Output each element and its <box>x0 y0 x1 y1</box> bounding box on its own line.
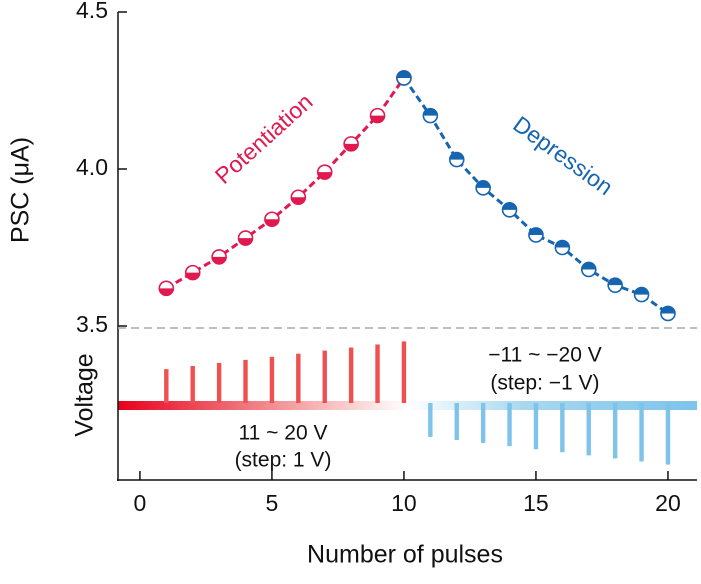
voltage-pulse <box>639 403 644 462</box>
marker-part <box>264 219 279 227</box>
marker <box>290 189 307 206</box>
voltage-pulse <box>401 341 407 403</box>
marker <box>316 164 333 180</box>
marker-part <box>344 143 359 151</box>
marker <box>158 280 175 297</box>
marker-part <box>581 262 596 270</box>
voltage-pulse <box>507 403 512 447</box>
marker <box>422 107 439 124</box>
annotation: −11 ~ −20 V <box>488 344 601 367</box>
y-tick-label: 4.0 <box>76 154 108 180</box>
y-tick-label: 4.5 <box>76 0 108 23</box>
marker-part <box>660 306 675 314</box>
annotation: (step: 1 V) <box>235 449 332 472</box>
voltage-baseline <box>118 401 697 410</box>
voltage-pulse <box>454 403 459 440</box>
voltage-pulse <box>348 347 354 403</box>
series-line <box>402 77 669 315</box>
x-tick-label: 0 <box>134 490 147 516</box>
marker-part <box>291 197 306 205</box>
marker-part <box>423 108 438 116</box>
marker <box>660 305 676 322</box>
marker <box>607 277 623 293</box>
x-tick-label: 20 <box>655 490 681 516</box>
marker-part <box>212 256 227 264</box>
annotation: 11 ~ 20 V <box>239 422 328 445</box>
voltage-pulse <box>480 403 486 444</box>
voltage-pulse <box>216 362 222 403</box>
voltage-pulse <box>586 403 591 456</box>
marker <box>580 261 597 278</box>
voltage-pulse <box>612 403 618 459</box>
voltage-pulse <box>164 369 169 403</box>
marker-part <box>396 70 411 78</box>
voltage-pulse <box>296 353 301 403</box>
marker <box>343 136 359 152</box>
marker-part <box>502 202 517 210</box>
x-tick-label: 10 <box>391 490 417 516</box>
marker-part <box>528 227 543 235</box>
marker <box>184 264 201 281</box>
voltage-pulse <box>428 403 433 437</box>
x-tick-label: 5 <box>266 490 279 516</box>
marker-part <box>317 172 332 180</box>
marker-part <box>608 278 623 286</box>
marker <box>528 227 544 243</box>
series-label: Depression <box>508 111 617 200</box>
marker-part <box>370 115 385 123</box>
marker-part <box>238 238 253 246</box>
marker <box>396 70 412 86</box>
x-axis-label: Number of pulses <box>307 541 503 569</box>
voltage-pulse <box>322 350 327 403</box>
marker <box>369 107 386 124</box>
voltage-pulse <box>665 403 671 465</box>
marker <box>211 249 227 265</box>
y-axis-label: PSC (μA) <box>7 137 35 243</box>
series-line <box>165 77 406 290</box>
voltage-pulse <box>533 403 539 450</box>
y-tick-label: 3.5 <box>76 311 108 337</box>
marker-part <box>185 272 200 280</box>
voltage-pulse <box>269 356 275 403</box>
marker <box>264 211 280 228</box>
marker <box>475 180 491 196</box>
marker <box>554 239 571 256</box>
marker-part <box>476 180 491 188</box>
voltage-pulse <box>243 359 248 403</box>
marker-part <box>449 152 464 160</box>
voltage-pulse <box>375 344 380 403</box>
marker <box>633 286 650 303</box>
voltage-label: Voltage <box>71 353 99 436</box>
series-label: Potentiation <box>210 88 318 189</box>
voltage-pulse <box>190 366 195 403</box>
marker-part <box>555 240 570 248</box>
marker-part <box>634 287 649 295</box>
marker <box>237 230 254 246</box>
marker <box>501 202 518 218</box>
marker-part <box>159 288 174 296</box>
annotation: (step: −1 V) <box>490 372 599 395</box>
voltage-pulse <box>560 403 565 453</box>
x-tick-label: 15 <box>523 490 549 516</box>
marker <box>448 151 465 168</box>
